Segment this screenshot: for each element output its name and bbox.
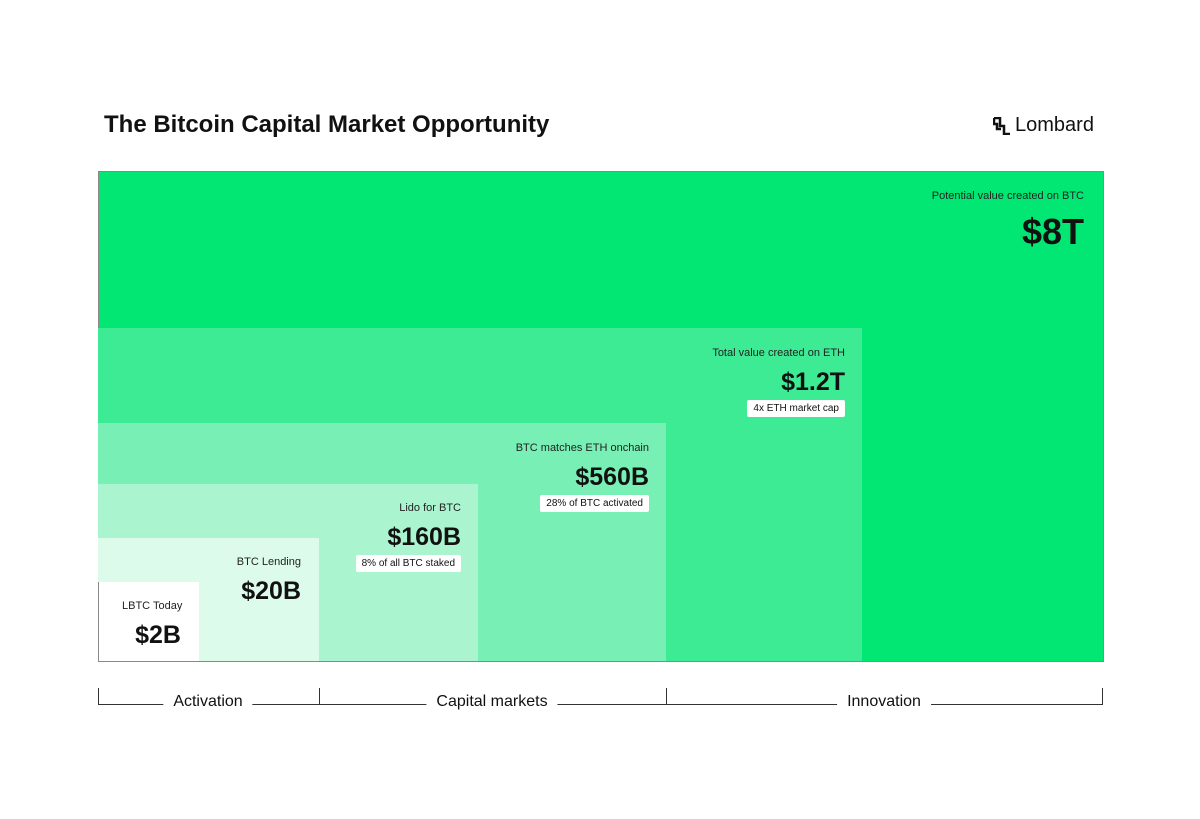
phase-label: Capital markets: [426, 693, 558, 711]
tier-label: BTC Lending: [236, 556, 301, 568]
tier-note: 28% of BTC activated: [540, 495, 649, 512]
phase-tick: [666, 688, 667, 705]
tier-label: Lido for BTC: [399, 502, 461, 514]
tier-value: $1.2T: [781, 368, 845, 396]
phase-line: [98, 704, 1103, 705]
tier-value: $560B: [575, 463, 649, 491]
tier-note: 8% of all BTC staked: [355, 555, 461, 572]
tier-label: Total value created on ETH: [712, 347, 845, 359]
tier-label: BTC matches ETH onchain: [515, 442, 649, 454]
phase-tick: [319, 688, 320, 705]
tier-value: $20B: [241, 577, 301, 605]
phase-label: Activation: [163, 693, 253, 711]
brand: Lombard: [1015, 114, 1094, 136]
phase-tick: [1102, 688, 1103, 705]
title: The Bitcoin Capital Market Opportunity: [104, 111, 550, 138]
tier-box: [98, 582, 199, 662]
tier-value: $160B: [387, 523, 461, 551]
tier-value: $2B: [135, 621, 181, 649]
phase-label: Innovation: [837, 693, 931, 711]
brand-logo: [993, 117, 1010, 135]
tier-label: LBTC Today: [122, 600, 183, 612]
phase-tick: [98, 688, 99, 705]
tier-label: Potential value created on BTC: [931, 190, 1084, 202]
tier-note: 4x ETH market cap: [747, 400, 845, 417]
tier-value: $8T: [1021, 211, 1084, 252]
